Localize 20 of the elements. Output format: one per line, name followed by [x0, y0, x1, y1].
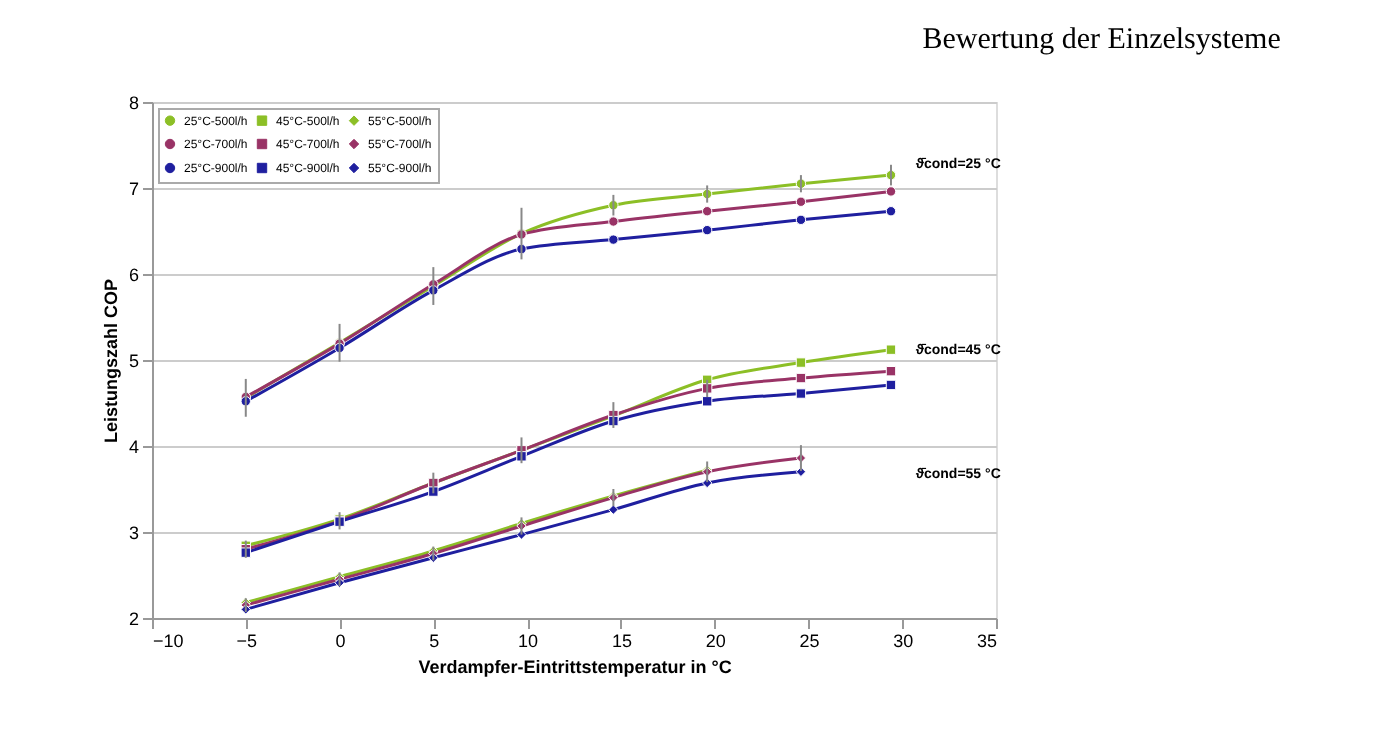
- x-tick-label: 20: [705, 631, 726, 651]
- x-axis-title: Verdampfer-Eintrittstemperatur in °C: [418, 657, 733, 677]
- x-tick-label: 15: [611, 631, 632, 651]
- y-tick-label: 2: [128, 609, 139, 629]
- y-tick-label: 8: [128, 93, 139, 113]
- x-tick-label: 5: [429, 631, 440, 651]
- text: Bewertung der Einzelsysteme: [922, 24, 1282, 56]
- y-tick-label: 5: [128, 351, 139, 371]
- x-tick-label: 0: [335, 631, 346, 651]
- y-axis-title: Leistungszahl COP: [100, 278, 121, 444]
- x-tick-label: 25: [799, 631, 820, 651]
- y-tick-label: 7: [128, 179, 139, 199]
- x-tick-label: 30: [893, 631, 914, 651]
- x-tick-label: 10: [518, 631, 539, 651]
- y-tick-label: 4: [128, 437, 139, 457]
- y-tick-label: 3: [128, 523, 139, 543]
- x-tick-label: −10: [153, 631, 184, 651]
- y-tick-label: 6: [128, 265, 139, 285]
- x-tick-label: 35: [976, 631, 997, 651]
- x-tick-label: −5: [236, 631, 258, 651]
